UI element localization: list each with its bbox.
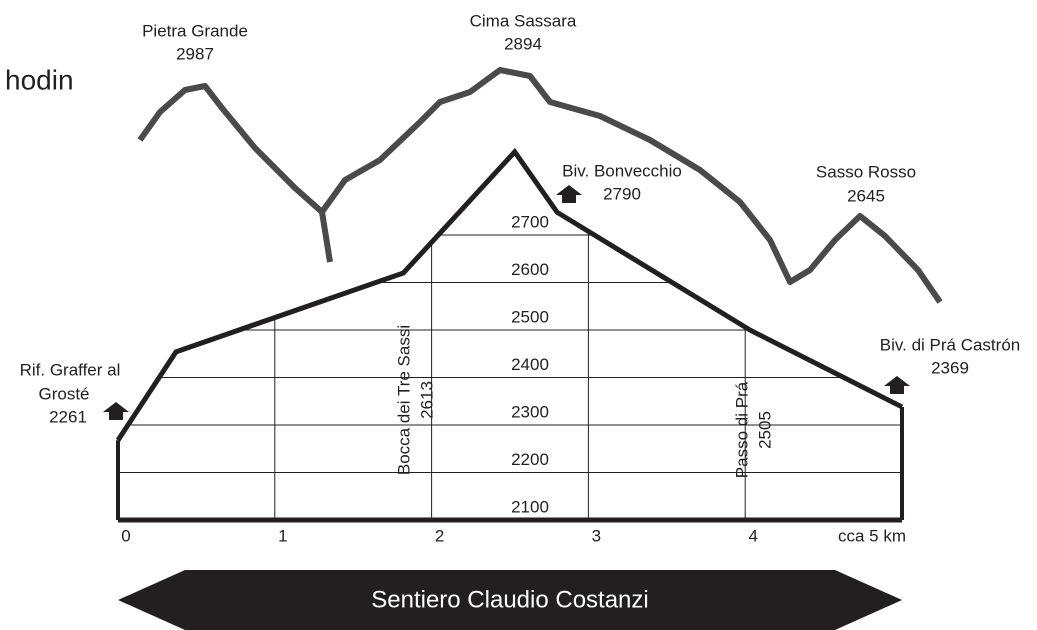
- x-tick-label: 2: [435, 526, 444, 545]
- peak-elevation: 2645: [847, 186, 885, 205]
- peak-name: Sasso Rosso: [816, 162, 916, 181]
- hut-name: Biv. di Prá Castrón: [880, 335, 1020, 354]
- hut-icon: [884, 376, 910, 394]
- elevation-profile: 2100 2200 2300 2400 2500 2600 2700 0 1 2 3 4 cca 5 k…: [0, 0, 1037, 630]
- y-tick-label: 2700: [511, 212, 549, 231]
- y-tick-label: 2300: [511, 402, 549, 421]
- x-tick-label: 4: [748, 526, 757, 545]
- profile-background: [118, 152, 902, 520]
- peak-name: Cima Sassara: [470, 11, 577, 30]
- cropped-text: hodin: [5, 64, 74, 95]
- hut-elevation: 2790: [603, 184, 641, 203]
- route-name: Sentiero Claudio Costanzi: [371, 586, 649, 613]
- y-tick-label: 2500: [511, 307, 549, 326]
- peak-elevation: 2987: [176, 44, 214, 63]
- hut-name: Rif. Graffer al: [20, 360, 121, 379]
- pass-name: Bocca dei Tre Sassi: [394, 325, 413, 475]
- peak-name: Pietra Grande: [142, 21, 248, 40]
- x-tick-label: 0: [121, 526, 130, 545]
- hut-elevation: 2369: [931, 358, 969, 377]
- y-tick-label: 2600: [511, 260, 549, 279]
- hut-icon: [103, 402, 129, 420]
- peak-elevation: 2894: [504, 34, 542, 53]
- pass-name: Passo di Prá: [732, 381, 751, 478]
- pass-elevation: 2505: [755, 411, 774, 449]
- y-tick-label: 2200: [511, 450, 549, 469]
- y-tick-label: 2100: [511, 497, 549, 516]
- hut-name: Grosté: [38, 384, 89, 403]
- hut-icon: [556, 185, 582, 203]
- hut-name: Biv. Bonvecchio: [562, 161, 682, 180]
- x-tick-label: 3: [592, 526, 601, 545]
- pass-elevation: 2613: [417, 381, 436, 419]
- y-tick-label: 2400: [511, 355, 549, 374]
- x-tick-label: cca 5 km: [838, 526, 906, 545]
- x-tick-label: 1: [278, 526, 287, 545]
- hut-elevation: 2261: [49, 407, 87, 426]
